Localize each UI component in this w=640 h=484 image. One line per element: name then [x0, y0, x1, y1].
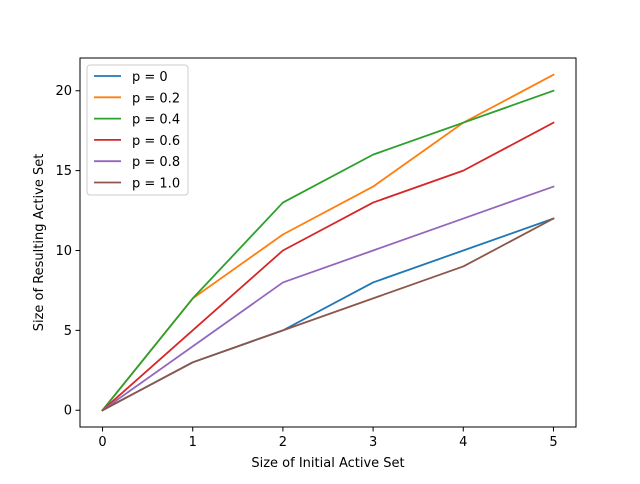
series-line-2: [101, 89, 555, 412]
legend-label-5: p = 1.0: [132, 177, 180, 192]
plot-frame: [79, 57, 577, 428]
x-tick-label: 2: [279, 435, 287, 450]
x-tick-label: 3: [369, 435, 377, 450]
legend: p = 0 p = 0.2 p = 0.4 p = 0.6 p = 0.8 p = 1.0: [86, 64, 189, 196]
legend-label-2: p = 0.4: [132, 113, 180, 128]
y-tick-label: 20: [55, 84, 72, 99]
series-line-5: [101, 217, 555, 412]
series-line-3: [101, 121, 555, 412]
y-axis-label: Size of Resulting Active Set: [32, 154, 47, 332]
legend-label-0: p = 0: [132, 70, 168, 85]
legend-label-3: p = 0.6: [132, 134, 180, 149]
y-ticks: 0 5 10 15 20: [55, 84, 80, 419]
axes-layer: [79, 57, 577, 428]
x-tick-label: 1: [189, 435, 197, 450]
y-tick-label: 5: [64, 324, 72, 339]
y-tick-label: 10: [55, 244, 72, 259]
legend-label-1: p = 0.2: [132, 91, 180, 106]
x-tick-label: 0: [98, 435, 106, 450]
x-tick-label: 4: [459, 435, 467, 450]
y-tick-label: 15: [55, 164, 72, 179]
x-axis-label: Size of Initial Active Set: [251, 456, 404, 471]
series-line-4: [101, 185, 555, 412]
legend-label-4: p = 0.8: [132, 155, 180, 170]
x-ticks: 0 1 2 3 4 5: [98, 427, 558, 450]
y-tick-label: 0: [64, 404, 72, 419]
x-tick-label: 5: [549, 435, 557, 450]
series-layer: [101, 73, 555, 412]
